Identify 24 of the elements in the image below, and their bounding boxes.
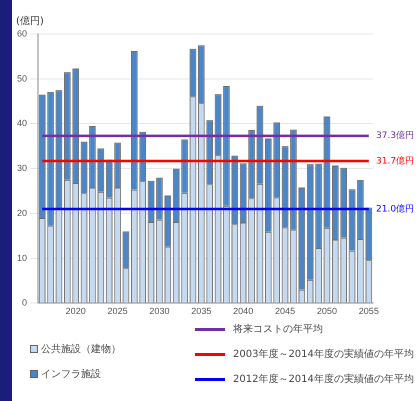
y-tick-label: 30 — [16, 163, 28, 174]
x-tick-label: 2045 — [275, 306, 296, 316]
legend-label: 2003年度～2014年度の実績値の年平均 — [233, 348, 414, 361]
annotation: 37.3億円 — [376, 130, 414, 142]
y-tick-label: 50 — [16, 73, 28, 84]
annotation: 21.0億円 — [376, 203, 414, 214]
y-tick-label: 10 — [16, 252, 28, 263]
y-tick-label: 40 — [16, 118, 28, 128]
legend-label: 将来コストの年平均 — [233, 322, 323, 336]
y-tick-label: 0 — [22, 298, 28, 308]
y-tick-label: 20 — [16, 208, 28, 218]
y-tick-label: 60 — [16, 28, 28, 38]
y-axis-title: (億円) — [16, 14, 44, 28]
x-tick-label: 2055 — [358, 306, 379, 316]
x-tick-label: 2040 — [233, 306, 254, 316]
legend-label: 公共施設（建物） — [41, 342, 121, 356]
x-tick-label: 2025 — [108, 306, 128, 316]
x-tick-label: 2020 — [66, 306, 86, 316]
annotation: 31.7億円 — [376, 155, 414, 166]
x-tick-label: 2035 — [191, 306, 212, 316]
x-tick-label: 2030 — [149, 306, 170, 316]
legend-label: 2012年度～2014年度の実績値の年平均 — [233, 372, 414, 386]
x-tick-label: 2050 — [316, 306, 337, 316]
legend-label: インフラ施設 — [41, 368, 101, 381]
